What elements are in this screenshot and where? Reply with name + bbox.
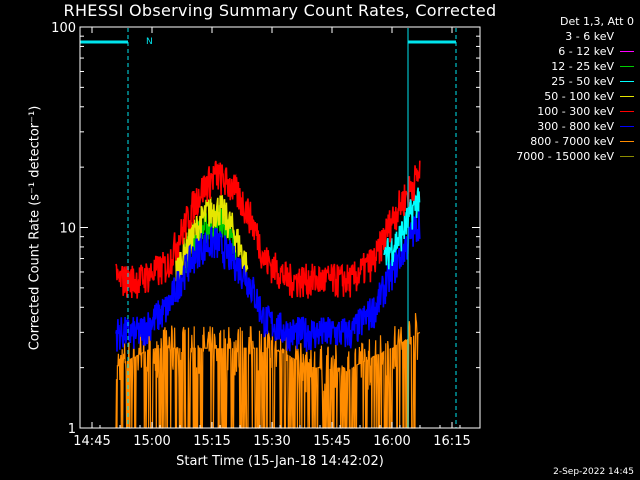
legend-item: 12 - 25 keV [516, 59, 634, 74]
x-axis-label: Start Time (15-Jan-18 14:42:02) [176, 454, 384, 469]
series-line [383, 187, 421, 270]
legend-items: 3 - 6 keV 6 - 12 keV 12 - 25 keV 25 - 50 ke… [516, 29, 634, 164]
legend-swatch [620, 36, 634, 37]
y-tick-label: 100 [51, 21, 76, 36]
x-tick-label: 15:00 [133, 434, 170, 449]
legend-item: 800 - 7000 keV [516, 134, 634, 149]
y-axis-label: Corrected Count Rate (s⁻¹ detector⁻¹) [27, 105, 43, 351]
chart-axes: 14:45 15:00 15:15 15:30 15:45 16:00 16:15 1 10 10… [51, 21, 481, 449]
chart-title: RHESSI Observing Summary Count Rates, Co… [63, 1, 497, 20]
legend-swatch [620, 156, 634, 157]
legend-item: 100 - 300 keV [516, 104, 634, 119]
chart-traces [115, 160, 421, 429]
legend-item-label: 300 - 800 keV [537, 120, 614, 133]
legend-item-label: 12 - 25 keV [551, 60, 614, 73]
x-tick-label: 15:30 [253, 434, 290, 449]
y-tick-label: 1 [68, 422, 76, 437]
x-tick-label: 16:00 [373, 434, 410, 449]
x-tick-label: 16:15 [433, 434, 470, 449]
legend-item: 25 - 50 keV [516, 74, 634, 89]
legend-item-label: 7000 - 15000 keV [516, 150, 614, 163]
legend-item-label: 800 - 7000 keV [530, 135, 614, 148]
legend-item-label: 3 - 6 keV [565, 30, 614, 43]
legend-item: 50 - 100 keV [516, 89, 634, 104]
legend-header: Det 1,3, Att 0 [560, 15, 634, 28]
series-line [115, 160, 421, 299]
legend-swatch [620, 66, 634, 67]
legend-swatch [620, 141, 634, 142]
y-tick-label: 10 [59, 222, 76, 237]
chart-legend: Det 1,3, Att 0 3 - 6 keV 6 - 12 keV 12 - 2… [516, 14, 634, 164]
legend-item: 6 - 12 keV [516, 44, 634, 59]
night-marker-label: N [146, 37, 153, 47]
legend-swatch [620, 96, 634, 97]
legend-item-label: 100 - 300 keV [537, 105, 614, 118]
x-tick-label: 15:15 [193, 434, 230, 449]
legend-item-label: 6 - 12 keV [558, 45, 614, 58]
legend-swatch [620, 51, 634, 52]
legend-item: 7000 - 15000 keV [516, 149, 634, 164]
x-tick-label: 14:45 [73, 434, 110, 449]
legend-item: 300 - 800 keV [516, 119, 634, 134]
x-tick-label: 15:45 [313, 434, 350, 449]
legend-swatch [620, 81, 634, 82]
legend-swatch [620, 126, 634, 127]
legend-item-label: 50 - 100 keV [544, 90, 614, 103]
series-line [115, 210, 421, 352]
series-line [175, 194, 249, 282]
legend-item-label: 25 - 50 keV [551, 75, 614, 88]
legend-swatch [620, 111, 634, 112]
legend-item: 3 - 6 keV [516, 29, 634, 44]
footer-date: 2-Sep-2022 14:45 [553, 467, 634, 477]
series-line [115, 313, 421, 429]
